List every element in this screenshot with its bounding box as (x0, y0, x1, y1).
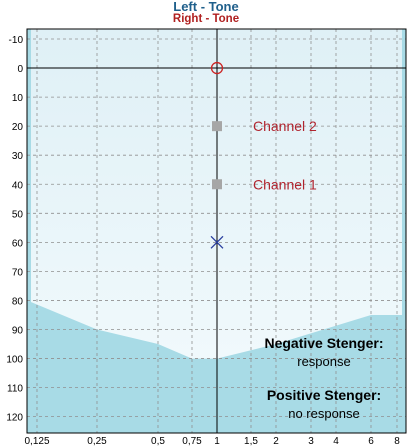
x-tick-label: 4 (333, 436, 339, 447)
x-tick-label: 8 (394, 436, 400, 447)
y-tick-label: 50 (12, 209, 24, 220)
x-tick-label: 0,75 (182, 436, 202, 447)
y-tick-label: 40 (12, 180, 24, 191)
negative-stenger-title: Negative Stenger: (264, 335, 383, 351)
y-tick-label: 90 (12, 326, 24, 337)
x-tick-label: 3 (308, 436, 314, 447)
right-edge-band (402, 29, 406, 433)
y-tick-label: 100 (6, 355, 23, 366)
y-tick-label: 80 (12, 296, 24, 307)
left-edge-band (27, 29, 31, 433)
y-tick-label: 120 (6, 413, 23, 424)
x-tick-label: 2 (273, 436, 279, 447)
positive-stenger-value: no response (288, 406, 360, 421)
channel-marker[interactable] (212, 121, 222, 132)
grid-layer (27, 29, 406, 433)
y-tick-label: 0 (17, 64, 23, 75)
y-tick-labels: -10 0 10 20 30 40 50 60 70 80 90 100 110 120 (6, 35, 23, 424)
left-tone-title: Left - Tone (173, 0, 239, 14)
y-tick-label: 20 (12, 122, 24, 133)
channel-label: Channel 2 (253, 118, 317, 134)
y-tick-label: 70 (12, 267, 24, 278)
y-tick-label: 30 (12, 151, 24, 162)
x-tick-labels: 0,125 0,25 0,5 0,75 1 1,5 2 3 4 6 8 (24, 436, 400, 447)
negative-stenger-value: response (297, 354, 350, 369)
channel-marker[interactable] (212, 179, 222, 190)
y-tick-label: 60 (12, 238, 24, 249)
chart-header: Left - Tone Right - Tone (0, 0, 412, 30)
markers-layer: Channel 2 Channel 1 (210, 61, 317, 249)
y-tick-label: 10 (12, 93, 24, 104)
y-tick-label: 110 (7, 384, 23, 395)
right-tone-title: Right - Tone (172, 13, 240, 25)
plot-frame (26, 28, 407, 434)
y-tick-label: -10 (9, 35, 24, 46)
x-tick-label: 6 (368, 436, 374, 447)
x-tick-label: 0,5 (151, 436, 165, 447)
channel-label: Channel 1 (253, 176, 317, 192)
left-ear-threshold-marker[interactable] (210, 235, 224, 249)
x-tick-label: 0,125 (24, 436, 49, 447)
positive-stenger-title: Positive Stenger: (267, 387, 381, 403)
x-tick-label: 1 (214, 436, 220, 447)
axis-layer (26, 28, 407, 434)
x-tick-label: 0,25 (87, 436, 107, 447)
x-tick-label: 1,5 (244, 436, 258, 447)
right-ear-threshold-marker[interactable] (210, 61, 224, 75)
